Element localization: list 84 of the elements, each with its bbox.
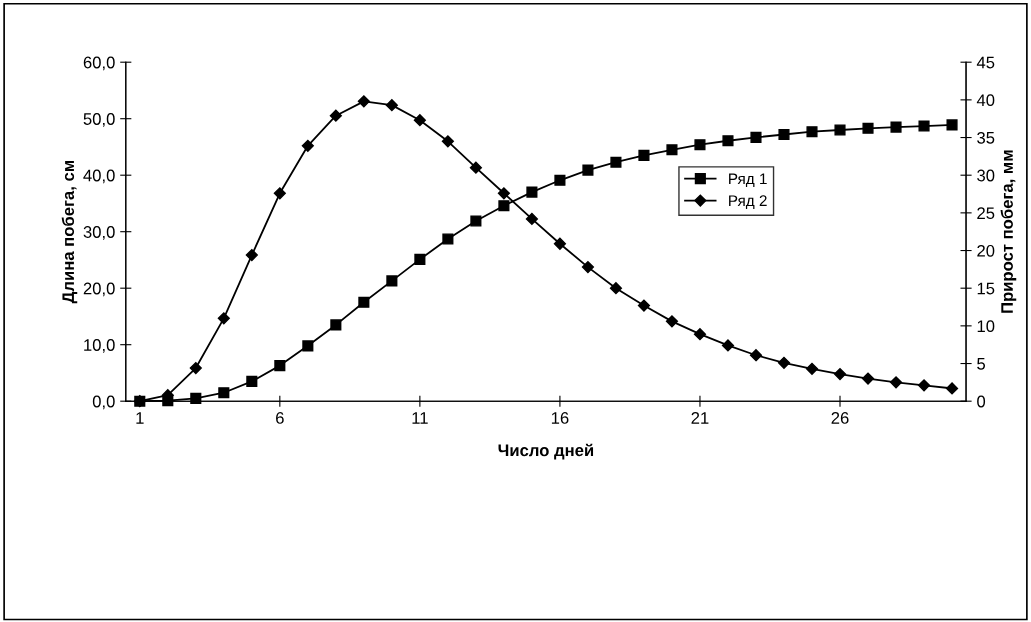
point: [526, 186, 538, 198]
point: [469, 161, 482, 174]
point: [245, 248, 258, 262]
point: [833, 367, 847, 381]
point: [777, 356, 791, 369]
point: [554, 174, 566, 186]
point: [525, 212, 539, 225]
x-tick-label: 1: [136, 412, 144, 424]
x-tick-label: 6: [276, 412, 284, 424]
y2-tick-label: 25: [977, 207, 995, 220]
point: [190, 392, 202, 404]
y-tick-label: 0,0: [92, 395, 115, 410]
point: [918, 120, 930, 132]
point: [806, 126, 818, 138]
y-tick-label: 20,0: [83, 282, 115, 297]
point: [861, 372, 875, 385]
point: [693, 328, 707, 341]
y2-tick-label: 10: [977, 320, 995, 333]
point: [274, 360, 286, 372]
point: [750, 131, 762, 143]
y-tick-label: 60,0: [83, 56, 115, 71]
y2-tick-label: 20: [977, 244, 995, 257]
point: [582, 164, 594, 176]
y-tick-label: 30,0: [83, 226, 115, 240]
point: [217, 312, 230, 325]
point: [358, 296, 370, 308]
x-tick-label: 16: [551, 412, 569, 424]
y-tick-label: 10,0: [84, 339, 115, 353]
point: [218, 387, 230, 399]
point: [189, 361, 202, 375]
point: [330, 319, 342, 331]
y-axis-title: Длина побега, см: [61, 161, 78, 304]
y2-tick-label: 15: [977, 282, 995, 295]
x-axis-title: Число дней: [498, 443, 594, 460]
y2-tick-label: 45: [976, 56, 995, 69]
point: [665, 315, 679, 328]
x-tick-label: 11: [412, 412, 428, 424]
legend-label: Ряд 2: [729, 195, 767, 209]
point: [414, 253, 426, 265]
point: [637, 299, 651, 312]
x-tick-label: 26: [831, 412, 849, 424]
point: [498, 200, 510, 212]
point: [694, 139, 706, 151]
point: [470, 215, 482, 227]
point: [553, 237, 567, 250]
y-tick-label: 40,0: [83, 169, 115, 184]
y2-tick-label: 35: [977, 131, 995, 144]
point: [917, 379, 931, 392]
point: [609, 282, 623, 295]
point: [805, 362, 819, 375]
y-tick-label: 50,0: [83, 113, 115, 127]
point: [357, 95, 370, 108]
point: [889, 376, 903, 389]
y2-tick-label: 5: [977, 358, 986, 370]
point: [610, 156, 622, 168]
legend-label: Ряд 1: [729, 173, 767, 188]
point: [497, 187, 510, 200]
point: [945, 382, 959, 395]
point: [834, 124, 846, 136]
point: [638, 149, 650, 161]
point: [413, 114, 426, 127]
point: [749, 349, 763, 362]
point: [301, 139, 314, 152]
y2-axis-title: Прирост побега, мм: [1000, 150, 1017, 313]
point: [442, 233, 454, 245]
y2-tick-label: 40: [976, 94, 995, 107]
point: [722, 135, 734, 147]
point: [441, 135, 454, 148]
point: [581, 261, 595, 274]
point: [329, 109, 342, 122]
point: [778, 128, 790, 141]
point: [666, 144, 678, 156]
x-tick-label: 21: [691, 412, 709, 424]
point: [721, 339, 735, 352]
point: [946, 119, 958, 131]
point: [386, 275, 398, 287]
point: [246, 375, 258, 387]
point: [302, 340, 314, 352]
y2-tick-label: 30: [977, 169, 995, 182]
y2-tick-label: 0: [977, 395, 986, 408]
point: [862, 122, 874, 134]
point: [890, 121, 902, 133]
point: [273, 187, 286, 200]
point: [385, 99, 398, 112]
